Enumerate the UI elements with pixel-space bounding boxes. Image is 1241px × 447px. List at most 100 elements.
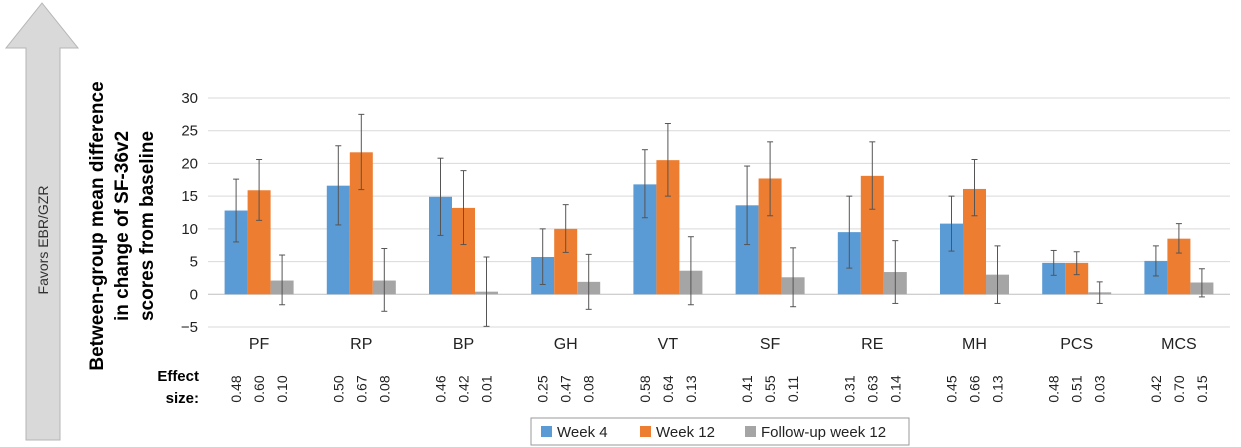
error-bar-PCS-0 [1050,249,1057,276]
effect-size-PCS-0: 0.48 [1046,375,1062,402]
error-bar-MCS-2 [1198,268,1205,298]
bar-PF-0 [224,210,248,295]
effect-size-PCS-2: 0.03 [1092,375,1108,402]
error-bar-MCS-0 [1152,245,1159,277]
effect-size-MH-0: 0.45 [944,375,960,402]
bar-PF-1 [247,190,271,295]
error-bar-RP-1 [358,113,365,191]
effect-size-VT-0: 0.58 [637,375,653,402]
effect-size-RP-2: 0.08 [376,375,392,402]
y-tick-label-6: 0 [190,286,198,303]
effect-size-PCS-1: 0.51 [1069,375,1085,402]
error-bar-GH-2 [585,253,592,310]
bar-MH-1 [963,188,986,295]
legend: Week 4 Week 12 Follow-up week 12 [530,417,910,446]
error-bar-RP-2 [381,247,388,312]
effect-size-BP-0: 0.46 [433,375,449,402]
y-tick-label-3: 15 [181,188,198,205]
legend-label-follow-up-week-12: Follow-up week 12 [761,424,886,441]
error-bar-GH-0 [539,228,546,285]
effect-size-MCS-0: 0.42 [1148,375,1164,402]
effect-size-BP-2: 0.01 [479,375,495,402]
error-bar-MCS-1 [1175,223,1182,254]
error-bar-MH-2 [994,245,1001,304]
category-label-RE: RE [861,336,883,353]
favors-arrow: Favors EBR/GZR [4,2,80,441]
effect-size-SF-0: 0.41 [739,375,755,402]
bars [224,152,1214,295]
effect-size-VT-2: 0.13 [683,375,699,402]
category-label-PCS: PCS [1060,336,1093,353]
y-axis-title-line-3: scores from baseline [137,131,158,321]
legend-swatch-follow-up-week-12 [745,426,756,437]
category-label-MCS: MCS [1161,336,1197,353]
favors-arrow-label: Favors EBR/GZR [35,186,51,295]
bar-BP-1 [452,207,475,295]
bar-BP-0 [429,196,452,295]
error-bar-VT-0 [641,149,648,219]
y-tick-label-2: 20 [181,155,198,172]
error-bar-SF-1 [767,141,774,217]
error-bar-RE-1 [869,141,876,210]
category-label-BP: BP [453,336,474,353]
error-bar-GH-1 [562,204,569,253]
effect-size-GH-0: 0.25 [535,375,551,402]
gridlines [208,97,1230,328]
legend-box [530,417,910,446]
error-bar-SF-0 [744,165,751,246]
y-axis-ticks: 30 25 20 15 10 5 0 −5 [181,90,198,336]
bar-SF-0 [735,205,759,295]
legend-swatch-week-12 [640,426,651,437]
error-bar-RE-2 [892,240,899,304]
effect-size-RE-2: 0.14 [887,375,903,402]
effect-size-PF-1: 0.60 [251,375,267,402]
category-label-SF: SF [760,336,781,353]
bar-PCS-0 [1042,262,1066,295]
error-bar-BP-2 [483,256,490,327]
category-labels: PF RP BP GH VT SF RE MH PCS MCS [249,336,1197,353]
category-label-RP: RP [350,336,372,353]
effect-size-RP-0: 0.50 [330,375,346,402]
category-label-VT: VT [658,336,679,353]
effect-size-label-line-1: Effect [157,368,199,385]
bar-MH-0 [940,223,963,295]
bar-MCS-1 [1167,238,1191,295]
effect-size-PF-0: 0.48 [228,375,244,402]
bar-VT-0 [633,184,657,295]
bar-RP-1 [349,152,373,295]
effect-size-PF-2: 0.10 [274,375,290,402]
legend-swatch-week-4 [541,426,552,437]
effect-size-label: Effect size: [157,368,199,407]
y-axis-title-line-1: Between-group mean difference [87,81,108,370]
category-label-MH: MH [962,336,987,353]
error-bar-BP-1 [460,170,467,246]
effect-size-RP-1: 0.67 [353,375,369,402]
y-tick-label-7: −5 [181,319,198,336]
effect-size-MH-2: 0.13 [990,375,1006,402]
bar-SF-1 [758,178,782,295]
effect-sizes: 0.48 0.60 0.10 0.50 0.67 0.08 0.46 0.42 0.01 0.25… [228,375,1210,402]
legend-label-week-4: Week 4 [557,424,608,441]
error-bar-MH-1 [971,159,978,217]
y-tick-label-0: 30 [181,90,198,107]
effect-size-RE-0: 0.31 [841,375,857,402]
y-tick-label-1: 25 [181,123,198,140]
effect-size-MCS-1: 0.70 [1171,375,1187,402]
error-bar-PF-1 [256,159,263,221]
error-bar-VT-1 [664,123,671,197]
error-bar-SF-2 [790,247,797,308]
error-bar-PCS-2 [1096,281,1103,304]
effect-size-GH-1: 0.47 [558,375,574,402]
bar-RE-1 [860,175,884,295]
error-bar-VT-2 [687,236,694,306]
error-bar-RE-0 [846,195,853,269]
legend-label-week-12: Week 12 [656,424,715,441]
effect-size-SF-2: 0.11 [785,376,801,402]
effect-size-RE-1: 0.63 [864,375,880,402]
error-bar-RP-0 [335,145,342,226]
y-axis-title: Between-group mean difference in change … [87,81,158,370]
effect-size-VT-1: 0.64 [660,375,676,402]
error-bar-MH-0 [948,195,955,252]
y-tick-label-5: 5 [190,254,198,271]
error-bars [233,113,1205,327]
